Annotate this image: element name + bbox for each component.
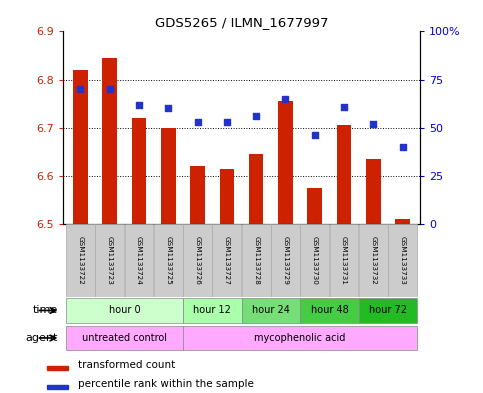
- Point: [135, 101, 143, 108]
- Text: transformed count: transformed count: [78, 360, 175, 371]
- Point: [164, 105, 172, 112]
- Text: agent: agent: [26, 333, 58, 343]
- Point: [399, 144, 407, 150]
- Text: GSM1133724: GSM1133724: [136, 236, 142, 285]
- Bar: [242, 298, 300, 323]
- Point: [106, 86, 114, 92]
- Bar: [330, 224, 358, 297]
- Bar: [278, 101, 293, 224]
- Text: hour 24: hour 24: [252, 305, 290, 316]
- Text: time: time: [33, 305, 58, 316]
- Bar: [154, 224, 183, 297]
- Bar: [359, 224, 388, 297]
- Bar: [73, 70, 88, 224]
- Text: GSM1133729: GSM1133729: [283, 236, 288, 285]
- Text: hour 72: hour 72: [369, 305, 407, 316]
- Bar: [190, 166, 205, 224]
- Text: GSM1133731: GSM1133731: [341, 236, 347, 285]
- Point: [340, 103, 348, 110]
- Point: [282, 96, 289, 102]
- Bar: [102, 58, 117, 224]
- Bar: [161, 128, 176, 224]
- Bar: [395, 219, 410, 224]
- Text: mycophenolic acid: mycophenolic acid: [255, 333, 346, 343]
- Bar: [220, 169, 234, 224]
- Bar: [183, 224, 212, 297]
- Text: hour 0: hour 0: [109, 305, 140, 316]
- Point: [76, 86, 84, 92]
- Bar: [66, 224, 95, 297]
- Point: [369, 121, 377, 127]
- Text: GSM1133722: GSM1133722: [77, 236, 84, 285]
- Text: percentile rank within the sample: percentile rank within the sample: [78, 379, 254, 389]
- Bar: [66, 298, 183, 323]
- Bar: [337, 125, 351, 224]
- Text: hour 48: hour 48: [311, 305, 348, 316]
- Bar: [307, 188, 322, 224]
- Text: GSM1133733: GSM1133733: [399, 236, 406, 285]
- Bar: [300, 224, 329, 297]
- Point: [311, 132, 319, 139]
- Bar: [242, 224, 270, 297]
- Point: [252, 113, 260, 119]
- Text: GSM1133726: GSM1133726: [195, 236, 200, 285]
- Bar: [271, 224, 300, 297]
- Bar: [183, 325, 417, 351]
- Title: GDS5265 / ILMN_1677997: GDS5265 / ILMN_1677997: [155, 16, 328, 29]
- Text: GSM1133723: GSM1133723: [107, 236, 113, 285]
- Text: GSM1133727: GSM1133727: [224, 236, 230, 285]
- Bar: [300, 298, 359, 323]
- Bar: [66, 325, 183, 351]
- Bar: [46, 385, 69, 389]
- Text: GSM1133725: GSM1133725: [165, 236, 171, 285]
- Bar: [359, 298, 417, 323]
- Bar: [388, 224, 417, 297]
- Bar: [213, 224, 241, 297]
- Bar: [95, 224, 124, 297]
- Text: untreated control: untreated control: [82, 333, 167, 343]
- Bar: [132, 118, 146, 224]
- Bar: [125, 224, 153, 297]
- Text: GSM1133732: GSM1133732: [370, 236, 376, 285]
- Bar: [249, 154, 263, 224]
- Text: hour 12: hour 12: [193, 305, 231, 316]
- Bar: [183, 298, 242, 323]
- Bar: [366, 159, 381, 224]
- Text: GSM1133728: GSM1133728: [253, 236, 259, 285]
- Bar: [46, 366, 69, 370]
- Point: [223, 119, 231, 125]
- Point: [194, 119, 201, 125]
- Text: GSM1133730: GSM1133730: [312, 236, 318, 285]
